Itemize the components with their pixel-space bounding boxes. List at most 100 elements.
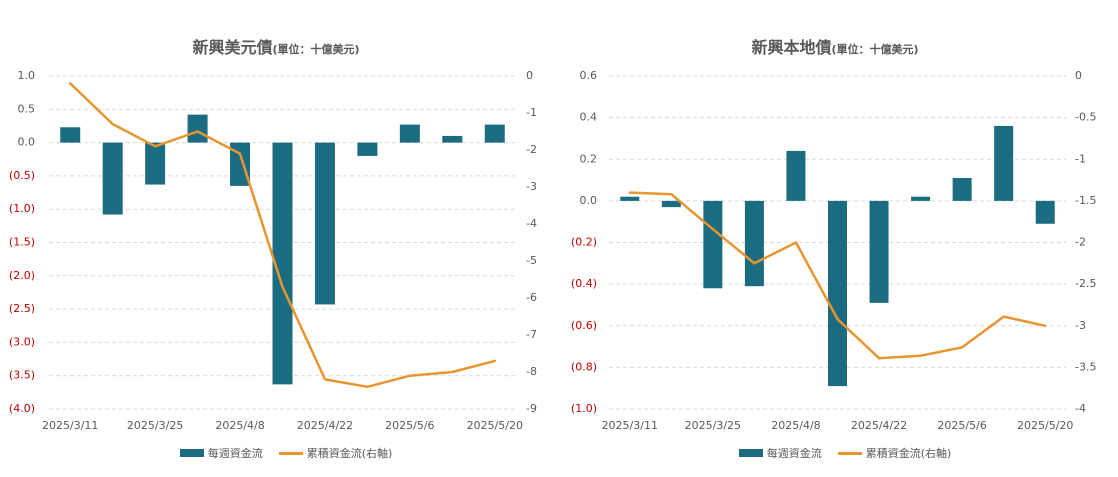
bar-weekly-flow [952,177,972,201]
legend-swatch-cumulative-flow [837,451,862,455]
y-right-tick-label: -0.5 [1075,111,1096,124]
legend-swatch-weekly-flow [738,449,763,457]
y-right-tick-label: -8 [526,365,537,378]
x-tick-label: 2025/5/20 [467,419,523,432]
legend-item-weekly-flow: 每週資金流 [738,445,822,461]
bar-weekly-flow [230,142,251,186]
y-right-tick-label: -2 [1075,236,1086,249]
y-left-tick-label: (0.2) [571,236,597,249]
chart-panel-emerging-local-bonds: 0.6 0.4 0.2 0.0 (0.2) (0.4) (0.6) (0.8) (1.0) 0 -0… [559,0,1118,477]
chart-title-unit: (單位：十億美元) [272,43,360,56]
bar-weekly-flow [786,150,806,201]
chart-plot: 1.0 0.5 0.0 (0.5) (1.0) (1.5) (2.0) (2.5) (3.0) (… [9,69,537,432]
y-left-tick-label: (3.5) [9,369,35,382]
chart-title: 新興本地債(單位：十億美元) [559,34,1111,58]
y-right-tick-label: -6 [526,291,537,304]
y-left-tick-label: (0.5) [9,169,35,182]
y-right-tick-label: -2.5 [1075,277,1096,290]
legend-item-cumulative-flow: 累積資金流(右軸) [837,445,952,461]
y-right-tick-label: -7 [526,328,537,341]
bar-weekly-flow [272,142,293,385]
x-tick-label: 2025/4/22 [297,419,353,432]
y-left-tick-label: 0.5 [18,102,36,115]
x-tick-label: 2025/4/8 [771,419,820,432]
bar-weekly-flow [399,124,420,143]
y-left-tick-label: 0.2 [580,152,598,165]
y-right-tick-label: -3.5 [1075,360,1096,373]
chart-panel-emerging-usd-bonds: 1.0 0.5 0.0 (0.5) (1.0) (1.5) (2.0) (2.5) (3.0) (… [0,34,552,460]
y-right-tick-label: -3 [526,180,537,193]
bar-weekly-flow [145,142,166,185]
y-left-tick-label: (0.8) [571,360,597,373]
bar-weekly-flow [994,125,1014,201]
legend-swatch-cumulative-flow [278,451,303,455]
bar-weekly-flow [1035,200,1055,224]
y-right-tick-label: -4 [1075,402,1086,415]
chart-plot: 0.6 0.4 0.2 0.0 (0.2) (0.4) (0.6) (0.8) (1.0) 0 -0… [571,69,1097,432]
line-cumulative-flow [628,191,1047,360]
chart-title-main: 新興本地債 [751,38,832,57]
x-tick-label: 2025/3/11 [602,419,658,432]
y-left-tick-label: (1.0) [9,202,35,215]
bar-weekly-flow [911,196,931,201]
chart-legend: 每週資金流 累積資金流(右軸) [0,445,572,461]
y-right-tick-label: -2 [526,143,537,156]
y-left-tick-label: 0.6 [580,69,598,82]
chart-title-unit: (單位：十億美元) [831,43,919,56]
bar-weekly-flow [357,142,378,156]
bar-weekly-flow [102,142,123,215]
y-left-tick-label: 0.0 [580,194,598,207]
bar-weekly-flow [744,200,764,287]
y-right-tick-label: -1.5 [1075,194,1096,207]
legend-label-weekly-flow: 每週資金流 [766,447,822,460]
chart-title: 新興美元債(單位：十億美元) [0,34,552,58]
x-tick-label: 2025/3/25 [127,419,183,432]
y-left-tick-label: 0.0 [18,136,36,149]
chart-title-main: 新興美元債 [192,38,273,57]
legend-item-cumulative-flow: 累積資金流(右軸) [278,445,393,461]
y-right-tick-label: -1 [1075,152,1086,165]
y-right-tick-label: 0 [526,69,533,82]
y-left-tick-label: (0.6) [571,319,597,332]
x-tick-label: 2025/4/22 [851,419,907,432]
bar-weekly-flow [828,200,847,387]
y-right-tick-label: -5 [526,254,537,267]
x-tick-label: 2025/5/6 [385,419,434,432]
x-tick-label: 2025/3/11 [42,419,98,432]
y-left-tick-label: (1.0) [571,402,597,415]
y-right-tick-label: -9 [526,402,537,415]
y-right-tick-label: -1 [526,106,537,119]
y-left-tick-label: (0.4) [571,277,597,290]
bar-weekly-flow [60,127,81,143]
y-left-tick-label: (1.5) [9,236,35,249]
y-left-tick-label: (2.5) [9,302,35,315]
legend-label-cumulative-flow: 累積資金流(右軸) [865,447,952,460]
bar-weekly-flow [620,196,640,201]
bar-weekly-flow [869,200,889,303]
x-tick-label: 2025/3/25 [685,419,741,432]
bar-weekly-flow [703,200,723,289]
x-tick-label: 2025/4/8 [215,419,264,432]
legend-item-weekly-flow: 每週資金流 [179,445,263,461]
bar-weekly-flow [661,200,681,208]
x-tick-label: 2025/5/6 [937,419,986,432]
y-left-tick-label: (3.0) [9,335,35,348]
y-left-tick-label: 1.0 [18,69,36,82]
y-left-tick-label: (2.0) [9,269,35,282]
legend-label-cumulative-flow: 累積資金流(右軸) [306,447,393,460]
bar-weekly-flow [442,135,463,143]
line-cumulative-flow [68,82,497,389]
y-right-tick-label: -3 [1075,319,1086,332]
y-left-tick-label: 0.4 [580,111,598,124]
legend-label-weekly-flow: 每週資金流 [207,447,263,460]
legend-swatch-weekly-flow [179,449,204,457]
x-tick-label: 2025/5/20 [1017,419,1073,432]
y-left-tick-label: (4.0) [9,402,35,415]
chart-legend: 每週資金流 累積資金流(右軸) [559,445,1118,461]
bar-weekly-flow [187,114,208,143]
y-right-tick-label: 0 [1075,69,1082,82]
bar-weekly-flow [484,124,505,143]
bar-weekly-flow [314,142,335,305]
y-right-tick-label: -4 [526,217,537,230]
